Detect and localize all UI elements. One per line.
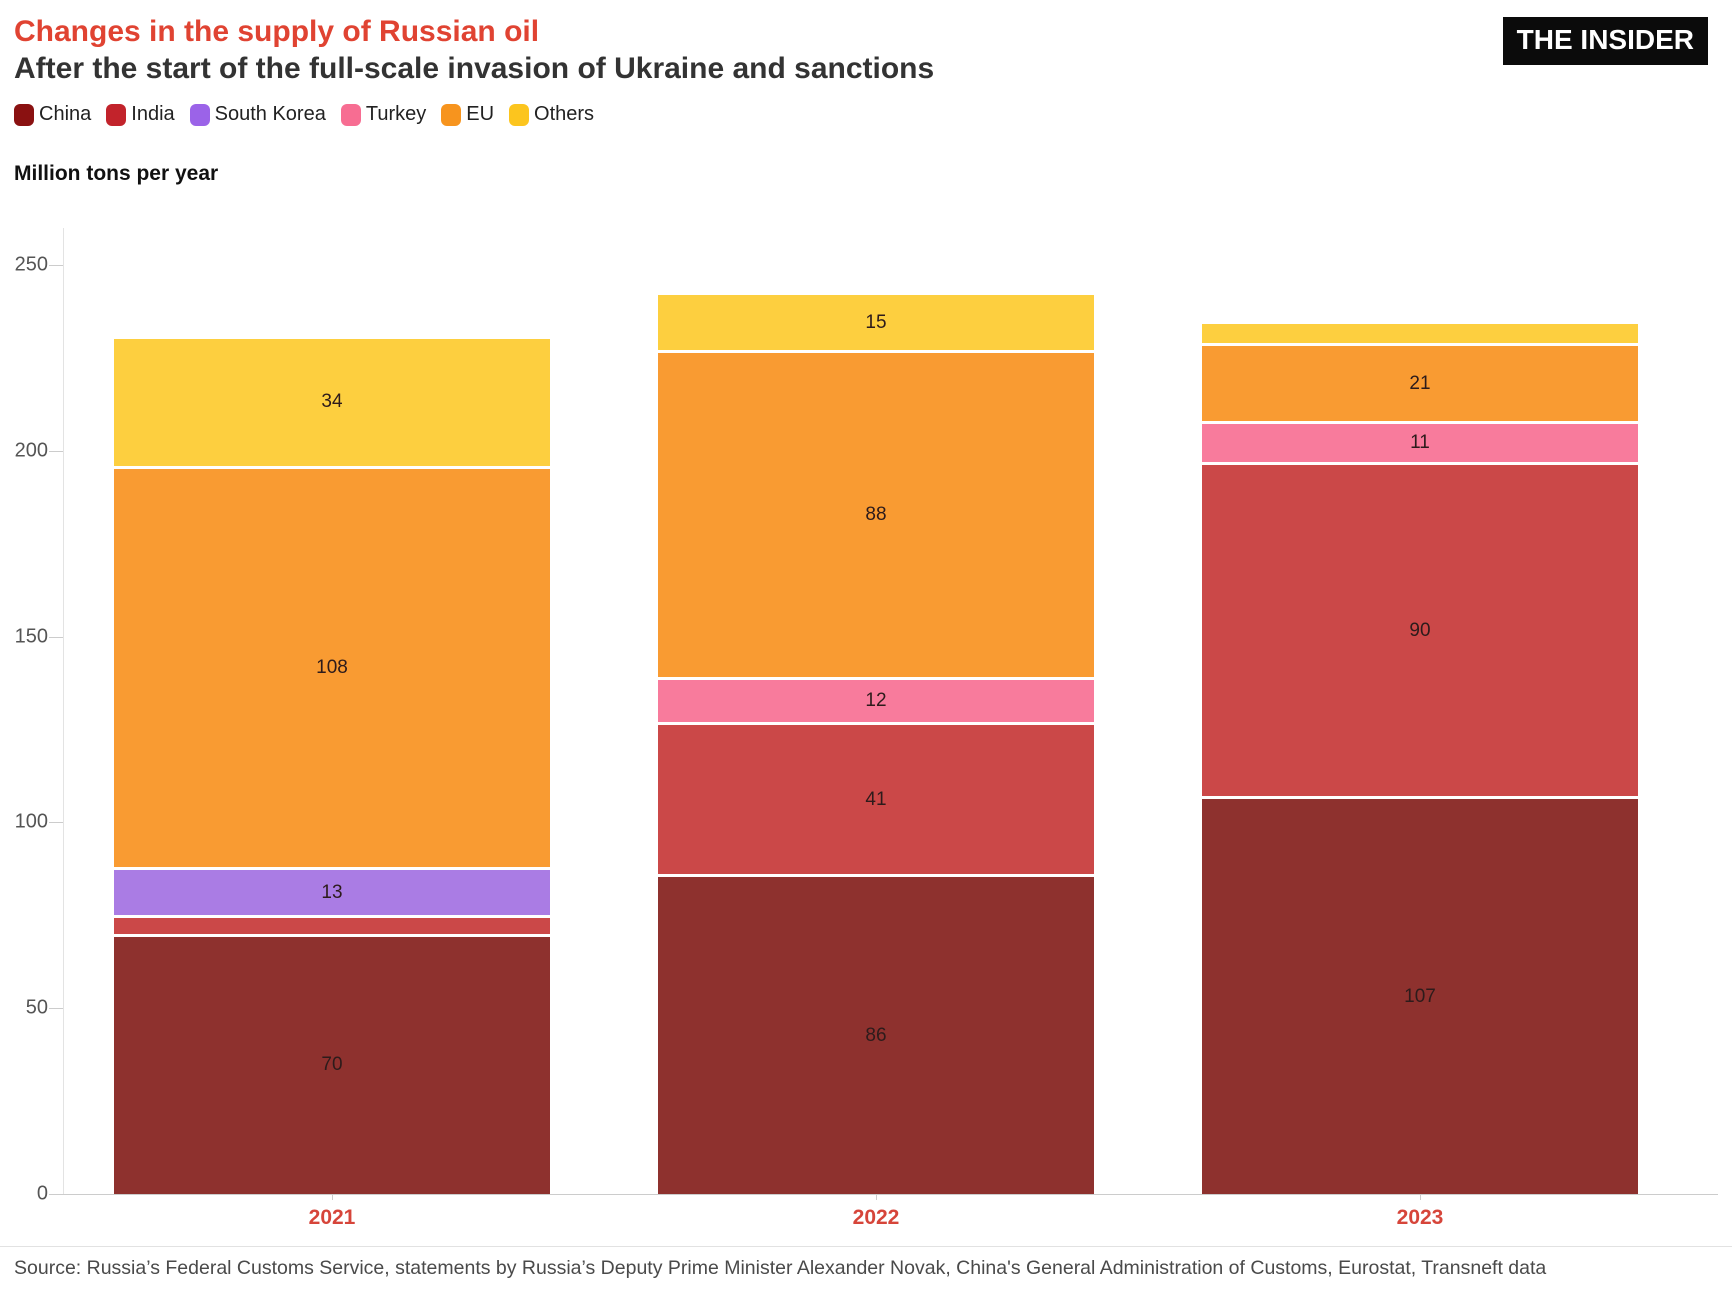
footer-divider [0, 1246, 1732, 1247]
x-tick-mark-2022 [876, 1194, 877, 1200]
x-tick-mark-2021 [332, 1194, 333, 1200]
x-axis-baseline [63, 1194, 1718, 1195]
bar-value-label-china-2022: 86 [865, 1024, 887, 1046]
y-tick-mark-250 [49, 265, 63, 266]
bar-segment-others-2023 [1202, 324, 1638, 344]
y-tick-label-0: 0 [36, 1182, 48, 1205]
bar-value-label-eu-2022: 88 [865, 504, 887, 526]
x-axis-label-2022: 2022 [852, 1206, 900, 1229]
bar-segment-eu-2021: 108 [114, 465, 550, 867]
y-tick-mark-150 [49, 636, 63, 638]
legend-label-south-korea: South Korea [214, 103, 326, 125]
bar-value-label-others-2021: 34 [321, 391, 343, 413]
bar-value-label-india-2022: 41 [865, 788, 887, 810]
legend-swatch-south-korea [189, 103, 210, 126]
y-tick-label-250: 250 [14, 253, 48, 276]
legend-label-turkey: Turkey [365, 103, 427, 125]
y-tick-label-100: 100 [14, 810, 48, 833]
legend-swatch-eu [441, 103, 462, 126]
x-axis-label-2021: 2021 [308, 1206, 356, 1229]
legend-item-turkey: Turkey [340, 103, 427, 126]
y-axis-line [63, 228, 64, 1194]
legend-label-eu: EU [466, 103, 495, 125]
bar-value-label-south-korea-2021: 13 [321, 881, 343, 903]
bar-segment-india-2022: 41 [658, 722, 1094, 875]
legend-label-china: China [39, 103, 92, 125]
y-tick-label-200: 200 [14, 439, 48, 462]
bar-value-label-eu-2023: 21 [1409, 372, 1431, 394]
y-tick-mark-0 [49, 1194, 63, 1195]
bar-segment-china-2022: 86 [658, 874, 1094, 1194]
the-insider-logo: THE INSIDER [1502, 17, 1708, 65]
bar-value-label-india-2023: 90 [1409, 619, 1431, 641]
legend-label-others: Others [534, 103, 595, 125]
legend-swatch-others [509, 103, 530, 126]
legend-swatch-india [106, 103, 127, 126]
bar-segment-south-korea-2021: 13 [114, 866, 550, 916]
legend-item-others: Others [509, 103, 594, 126]
y-tick-mark-200 [49, 450, 63, 452]
legend-item-india: India [106, 103, 175, 126]
page-subtitle: After the start of the full-scale invasi… [14, 52, 935, 85]
y-tick-label-150: 150 [14, 625, 48, 648]
bar-segment-china-2023: 107 [1202, 796, 1638, 1194]
y-tick-mark-50 [49, 1008, 63, 1010]
y-tick-mark-100 [49, 822, 63, 824]
bar-segment-india-2021 [114, 915, 550, 934]
source-note: Source: Russia’s Federal Customs Service… [14, 1257, 1547, 1279]
bar-value-label-eu-2021: 108 [316, 656, 348, 678]
bar-value-label-china-2023: 107 [1404, 985, 1436, 1007]
bar-segment-eu-2022: 88 [658, 350, 1094, 678]
bar-segment-eu-2023: 21 [1202, 343, 1638, 422]
bar-segment-india-2023: 90 [1202, 461, 1638, 797]
bar-segment-others-2022: 15 [658, 294, 1094, 351]
y-tick-label-50: 50 [25, 996, 48, 1019]
bar-value-label-turkey-2023: 11 [1410, 432, 1430, 453]
bar-value-label-china-2021: 70 [321, 1054, 343, 1076]
bar-segment-china-2021: 70 [114, 933, 550, 1194]
bar-value-label-others-2022: 15 [865, 311, 887, 333]
bar-segment-turkey-2023: 11 [1202, 421, 1638, 462]
legend-item-china: China [14, 103, 91, 126]
legend-swatch-turkey [340, 103, 361, 126]
legend: China India South Korea Turkey EU Others [14, 103, 594, 126]
legend-item-eu: EU [441, 103, 494, 126]
bar-segment-others-2021: 34 [114, 339, 550, 466]
bar-segment-turkey-2022: 12 [658, 677, 1094, 723]
x-tick-mark-2023 [1420, 1194, 1421, 1200]
x-axis-label-2023: 2023 [1396, 1206, 1444, 1229]
legend-item-south-korea: South Korea [189, 103, 326, 126]
legend-label-india: India [131, 103, 175, 125]
page-title: Changes in the supply of Russian oil [14, 15, 540, 48]
legend-swatch-china [14, 103, 34, 126]
y-axis-unit-label: Million tons per year [14, 162, 219, 185]
bar-value-label-turkey-2022: 12 [865, 690, 887, 712]
